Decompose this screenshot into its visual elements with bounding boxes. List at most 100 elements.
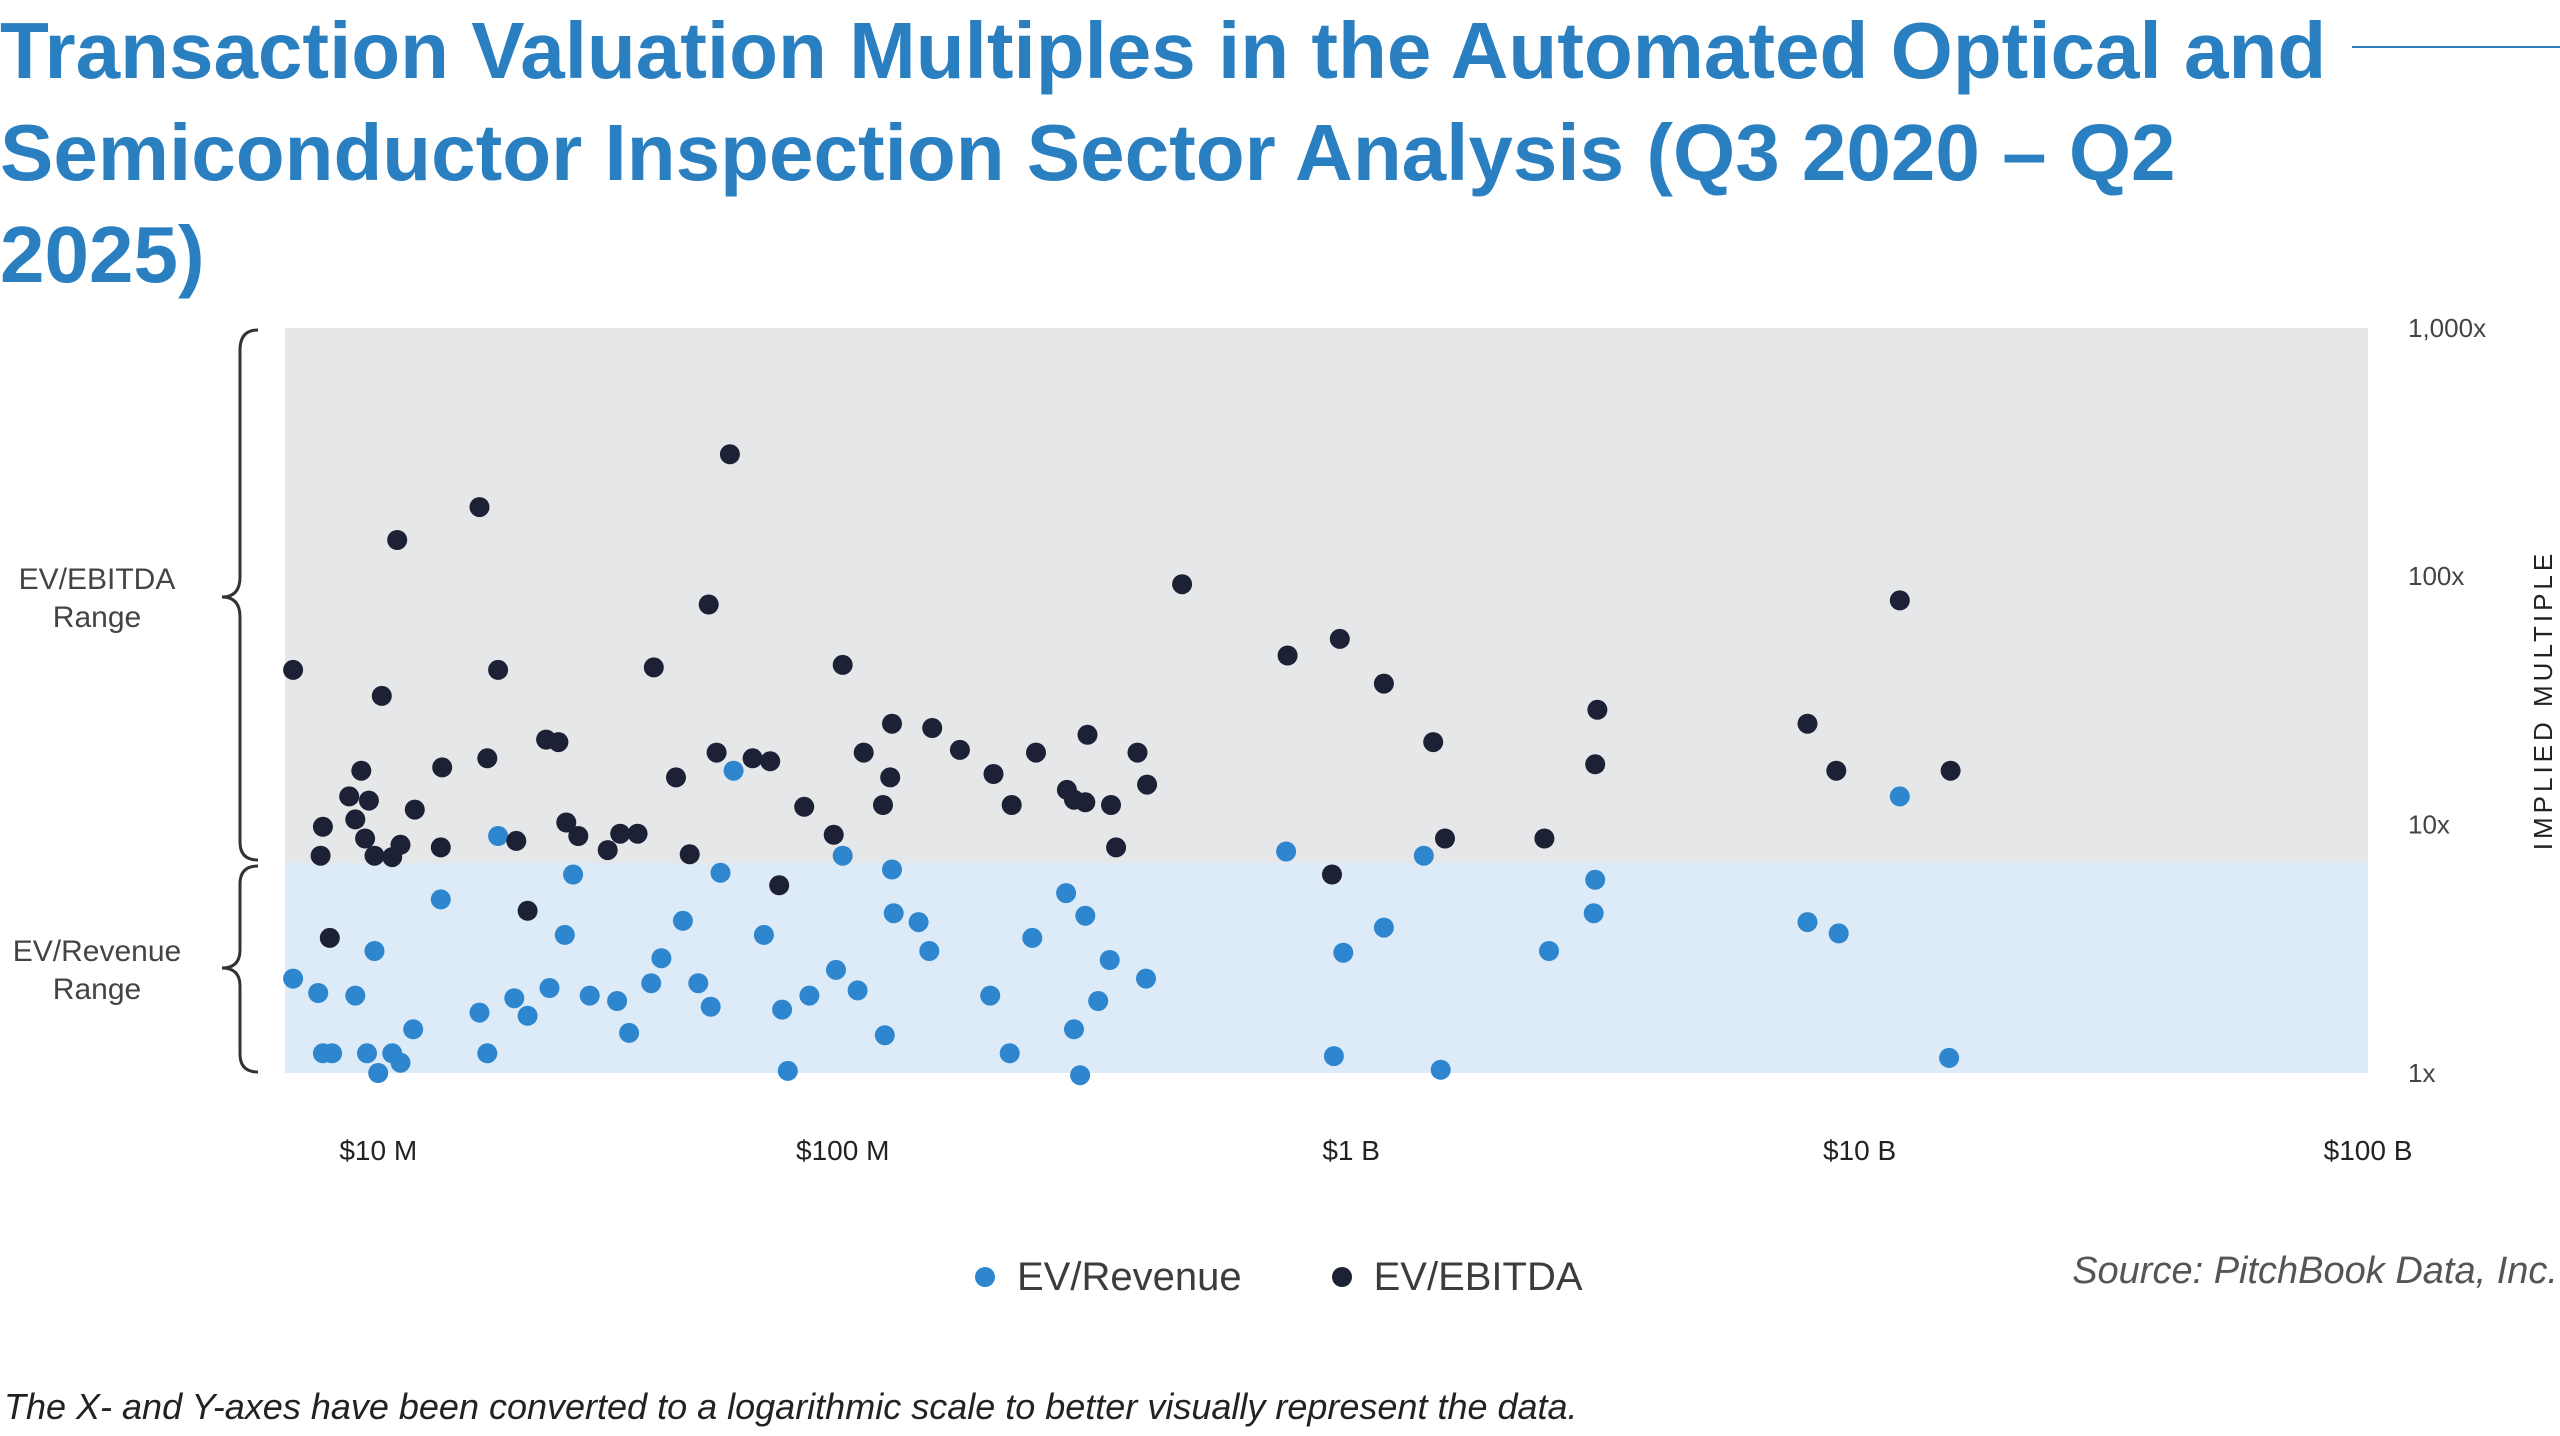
ev-ebitda-point: [610, 823, 631, 844]
ev-revenue-point: [688, 973, 709, 994]
ev-ebitda-point: [853, 742, 874, 763]
ev-ebitda-point: [719, 444, 740, 465]
ev-ebitda-point: [339, 786, 360, 807]
ev-ebitda-point: [769, 875, 790, 896]
ev-revenue-point: [799, 985, 820, 1006]
ev-revenue-point: [753, 924, 774, 945]
ebitda-range-label-line2: Range: [53, 601, 141, 634]
ev-ebitda-point: [355, 828, 376, 849]
ev-revenue-point: [777, 1060, 798, 1081]
ev-ebitda-point: [1137, 774, 1158, 795]
ev-ebitda-point: [679, 844, 700, 865]
ev-revenue-point: [826, 959, 846, 980]
ev-ebitda-point: [506, 830, 527, 851]
ev-revenue-point: [1585, 869, 1606, 890]
ev-revenue-point: [1022, 927, 1043, 948]
ev-revenue-point: [672, 910, 693, 931]
ev-revenue-point: [772, 999, 793, 1020]
x-tick-label: $10 M: [339, 1135, 417, 1166]
ev-revenue-point: [1099, 950, 1120, 970]
ev-revenue-point: [607, 991, 628, 1011]
x-tick-label: $100 M: [796, 1135, 889, 1166]
ev-ebitda-point: [404, 799, 425, 820]
ev-revenue-point: [1797, 912, 1818, 933]
ev-revenue-point: [908, 912, 929, 933]
ev-revenue-point: [832, 845, 853, 866]
ev-revenue-point: [919, 941, 940, 961]
ev-ebitda-point: [1889, 590, 1910, 611]
ev-revenue-point: [883, 903, 904, 924]
ev-ebitda-point: [1101, 795, 1121, 815]
ev-ebitda-point: [1106, 837, 1127, 858]
legend-label-ev-ebitda: EV/EBITDA: [1373, 1254, 1583, 1299]
chart-title: Transaction Valuation Multiples in the A…: [0, 6, 2327, 299]
ev-revenue-point: [1070, 1065, 1091, 1086]
y-axis-ticks: 1x 10x 100x 1,000x: [2408, 313, 2486, 1088]
ev-revenue-point: [322, 1043, 343, 1064]
ev-ebitda-point: [706, 742, 727, 763]
ev-ebitda-point: [390, 834, 411, 855]
ev-revenue-point: [1373, 917, 1394, 938]
ev-revenue-point: [364, 941, 385, 961]
ev-ebitda-point: [1940, 760, 1961, 781]
ev-ebitda-point: [1026, 742, 1046, 763]
ev-ebitda-point: [345, 809, 366, 830]
revenue-range-label-line1: EV/Revenue: [13, 935, 181, 968]
ev-revenue-point: [477, 1043, 498, 1064]
ev-ebitda-point: [432, 757, 453, 778]
ev-ebitda-point: [873, 795, 893, 815]
ev-ebitda-point: [760, 751, 781, 772]
ev-ebitda-point: [880, 767, 901, 788]
ev-revenue-point: [1323, 1046, 1344, 1067]
ev-ebitda-point: [310, 845, 331, 866]
ev-revenue-point: [1889, 786, 1910, 807]
ev-revenue-point: [283, 968, 304, 989]
ev-revenue-point: [847, 980, 868, 1001]
ev-ebitda-point: [469, 497, 490, 518]
ev-revenue-point: [619, 1022, 640, 1043]
ev-ebitda-point: [1587, 699, 1608, 720]
ev-revenue-point: [554, 924, 575, 945]
ev-revenue-point: [430, 889, 451, 910]
ev-ebitda-point: [477, 748, 498, 769]
ev-ebitda-point: [832, 654, 853, 675]
ev-revenue-point: [882, 859, 902, 880]
ev-revenue-point: [1136, 968, 1156, 989]
ev-ebitda-point: [1127, 742, 1148, 763]
ebitda-range-band: [285, 328, 2368, 863]
ev-revenue-point: [390, 1052, 411, 1073]
ev-ebitda-point: [371, 685, 392, 706]
x-axis-ticks: $10 M $100 M $1 B $10 B $100 B: [339, 1135, 2412, 1166]
ev-revenue-point: [1430, 1059, 1451, 1080]
legend-marker-ev-ebitda: [1331, 1267, 1352, 1287]
ev-revenue-point: [1828, 923, 1849, 944]
ev-revenue-point: [1064, 1019, 1084, 1040]
ev-ebitda-point: [312, 816, 333, 837]
y-tick-label: 10x: [2408, 810, 2450, 840]
ev-revenue-point: [723, 760, 744, 781]
ev-ebitda-point: [1585, 754, 1606, 775]
ev-ebitda-point: [643, 657, 664, 678]
ev-revenue-point: [1333, 942, 1354, 963]
ev-revenue-point: [999, 1043, 1020, 1064]
ev-ebitda-point: [1435, 828, 1455, 849]
ev-ebitda-point: [1797, 713, 1818, 734]
ev-ebitda-point: [1277, 645, 1298, 666]
ev-ebitda-point: [364, 845, 385, 866]
ev-ebitda-point: [1534, 828, 1555, 849]
ev-revenue-point: [504, 988, 525, 1009]
ev-ebitda-point: [1826, 760, 1847, 781]
x-tick-label: $100 B: [2324, 1135, 2413, 1166]
ev-ebitda-point: [823, 824, 844, 845]
ev-revenue-point: [1056, 883, 1077, 904]
ev-ebitda-point: [949, 739, 970, 760]
ev-revenue-point: [345, 985, 366, 1006]
chart-legend: EV/Revenue EV/EBITDA: [975, 1252, 1673, 1302]
ev-revenue-point: [1939, 1047, 1960, 1068]
ev-revenue-point: [700, 996, 721, 1017]
ev-ebitda-point: [1077, 724, 1098, 745]
ev-ebitda-point: [430, 837, 451, 858]
ev-ebitda-point: [1075, 792, 1096, 813]
ev-ebitda-point: [556, 812, 577, 833]
ev-ebitda-point: [351, 760, 372, 781]
